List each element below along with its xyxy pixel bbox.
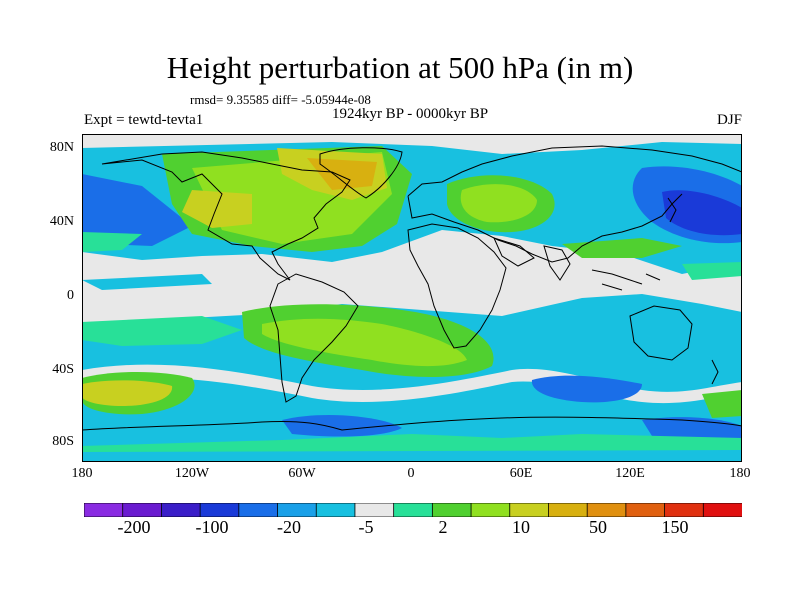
colorbar-swatch [470,503,511,517]
lat-label-0: 0 [67,288,74,303]
sh-green-pacific [82,316,242,346]
colorbar-swatch [199,503,240,517]
arabia-coast [493,237,535,267]
colorbar-swatch [238,503,279,517]
lon-label-60w: 60W [288,466,316,481]
antarctica-coast [82,416,742,431]
coastlines [82,145,742,431]
colorbar-swatch [393,503,434,517]
colorbar-label--20: -20 [277,517,301,537]
nh-gold-core [307,158,377,190]
south-america-coast [269,273,359,403]
colorbar-swatch [431,503,472,517]
colorbar-label-10: 10 [512,517,530,537]
sh-lightgreen-southamerica [262,318,467,367]
sh-cyan-antarctic [82,450,742,462]
colorbar [84,503,742,517]
colorbar-swatch [315,503,356,517]
india-coast [543,245,571,281]
japan-coast [667,197,677,223]
colorbar-swatch [548,503,589,517]
colorbar-swatch [354,503,395,517]
europe-asia-coast [407,145,742,263]
colorbar-swatch [702,503,742,517]
period-label: 1924kyr BP - 0000kyr BP [331,106,489,122]
sh-gray-ribbon [82,364,742,404]
new-zealand-coast [711,359,719,385]
map-frame [82,134,742,462]
colorbar-swatch [625,503,666,517]
lon-label-60e: 60E [509,466,533,481]
tropic-green-streak [682,262,742,280]
lon-label-0: 0 [407,466,415,481]
colorbar-label--100: -100 [195,517,229,537]
lat-label-40s: 40S [52,362,74,377]
lon-label-180w: 180 [71,466,93,481]
lon-label-180e: 180 [729,466,751,481]
stats-text: rmsd= 9.35585 diff= -5.05944e-08 [190,92,371,107]
australia-coast [629,305,693,361]
experiment-label: Expt = tewtd-tevta1 [84,112,204,128]
colorbar-swatch [509,503,550,517]
colorbar-label--200: -200 [117,517,151,537]
tropic-cyan-streak [82,274,212,290]
nh-green-east-strip [562,238,682,258]
season-label: DJF [716,112,742,128]
nh-blue-pacific [82,174,192,246]
colorbar-swatch [161,503,202,517]
colorbar-swatch [664,503,705,517]
colorbar-swatch [586,503,627,517]
colorbar-swatch [277,503,318,517]
colorbar-swatch [84,503,124,517]
lon-label-120w: 120W [174,466,210,481]
lat-label-80s: 80S [52,434,74,449]
greenland-coast [319,147,403,199]
se-asia-islands [591,269,661,291]
nh-darkblue-core [662,190,742,236]
map-title: Height perturbation at 500 hPa (in m) [166,50,634,85]
lat-label-40n: 40N [49,214,74,229]
africa-coast [407,223,507,349]
sh-blue-pacific [282,414,402,437]
colorbar-label-150: 150 [661,517,689,537]
height-perturbation-map [82,134,742,462]
north-america-coast [101,151,351,281]
sh-blue-indian [531,375,642,403]
colorbar-label-50: 50 [589,517,607,537]
nh-yellow-canada [182,190,252,228]
lat-label-80n: 80N [49,140,74,155]
colorbar-label--5: -5 [358,517,374,537]
colorbar-swatch [122,503,163,517]
sh-yellow-southpacific [82,380,173,406]
nh-lightgreen-mideast [460,184,537,223]
lon-label-120e: 120E [615,466,645,481]
nh-green-pacific-strip [82,232,142,252]
colorbar-label-2: 2 [438,517,448,537]
sh-green-far-east [702,390,742,418]
